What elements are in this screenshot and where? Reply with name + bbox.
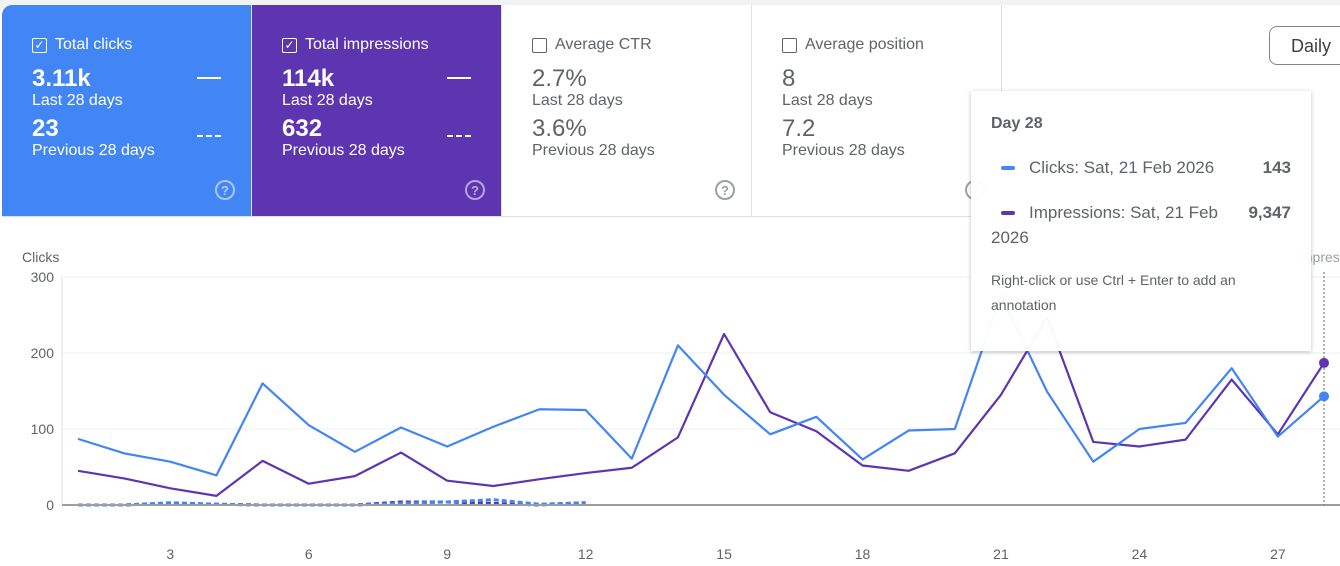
metric-prev-value: 632 [282,115,323,142]
chart-tooltip: Day 28 Clicks: Sat, 21 Feb 2026 143 Impr… [971,91,1311,351]
checkbox-icon[interactable]: ✓ [282,37,297,53]
tooltip-row-impressions: Impressions: Sat, 21 Feb 2026 9,347 [991,200,1291,250]
help-icon[interactable]: ? [715,180,735,200]
y-tick-label: 200 [31,345,55,361]
y-tick-label: 300 [31,269,55,285]
x-tick-label: 3 [166,546,174,562]
metric-value: 3.11k [32,65,91,92]
x-tick-label: 6 [305,546,313,562]
metric-value: 8 [782,65,796,92]
metric-label: Average position [805,36,924,53]
x-tick-label: 27 [1270,546,1286,562]
metric-card-position[interactable]: Average position 8 Last 28 days 7.2 Prev… [752,5,1002,217]
x-tick-label: 18 [855,546,871,562]
y-tick-label: 0 [46,497,54,513]
metric-prev-period: Previous 28 days [782,142,905,159]
metric-prev-value: 3.6% [532,115,587,142]
metric-value: 2.7% [532,65,587,92]
checkbox-icon[interactable] [782,37,797,53]
previous-period-series-line [78,498,586,507]
help-icon[interactable]: ? [215,180,235,200]
tooltip-label: Impressions: Sat, 21 Feb 2026 [991,203,1218,247]
annotation-hint: Right-click or use Ctrl + Enter to add a… [991,272,1236,313]
x-tick-label: 21 [993,546,1009,562]
metric-prev-period: Previous 28 days [32,142,155,159]
metric-card-impressions[interactable]: ✓ Total impressions 114k Last 28 days 632… [252,5,502,217]
metric-period: Last 28 days [532,92,623,109]
metric-period: Last 28 days [282,92,373,109]
x-tick-label: 9 [443,546,451,562]
clicks-hover-point [1319,391,1329,402]
clicks-swatch [1001,166,1015,170]
metric-period: Last 28 days [782,92,873,109]
left-axis-label: Clicks [22,249,59,265]
tooltip-title: Day 28 [991,115,1043,132]
metric-card-ctr[interactable]: Average CTR 2.7% Last 28 days 3.6% Previ… [502,5,752,217]
metric-period: Last 28 days [32,92,123,109]
x-tick-label: 24 [1132,546,1148,562]
metric-label: Total clicks [55,36,133,53]
checkbox-icon[interactable] [532,37,547,53]
metric-label: Total impressions [305,36,429,53]
impressions-swatch [1001,211,1015,215]
daily-granularity-button[interactable]: Daily [1269,26,1340,65]
clicks-series-line [77,294,1325,477]
tooltip-row-clicks: Clicks: Sat, 21 Feb 2026 143 [991,155,1291,180]
solid-line-legend-icon [197,77,221,79]
metric-prev-value: 7.2 [782,115,816,142]
metric-prev-period: Previous 28 days [532,142,655,159]
metric-card-clicks[interactable]: ✓ Total clicks 3.11k Last 28 days 23 Prev… [2,5,252,217]
dashed-line-legend-icon [447,135,471,137]
metric-label: Average CTR [555,36,652,53]
dashed-line-legend-icon [197,135,221,137]
y-tick-label: 100 [31,421,55,437]
x-tick-label: 12 [578,546,594,562]
help-icon[interactable]: ? [465,180,485,200]
tooltip-value: 9,347 [1248,203,1291,222]
tooltip-value: 143 [1262,158,1291,177]
checkbox-icon[interactable]: ✓ [32,37,47,53]
metric-prev-value: 23 [32,115,59,142]
metric-value: 114k [282,65,335,92]
metric-prev-period: Previous 28 days [282,142,405,159]
impressions-hover-point [1319,357,1329,368]
solid-line-legend-icon [447,77,471,79]
tooltip-label: Clicks: Sat, 21 Feb 2026 [1029,158,1215,177]
x-tick-label: 15 [716,546,732,562]
